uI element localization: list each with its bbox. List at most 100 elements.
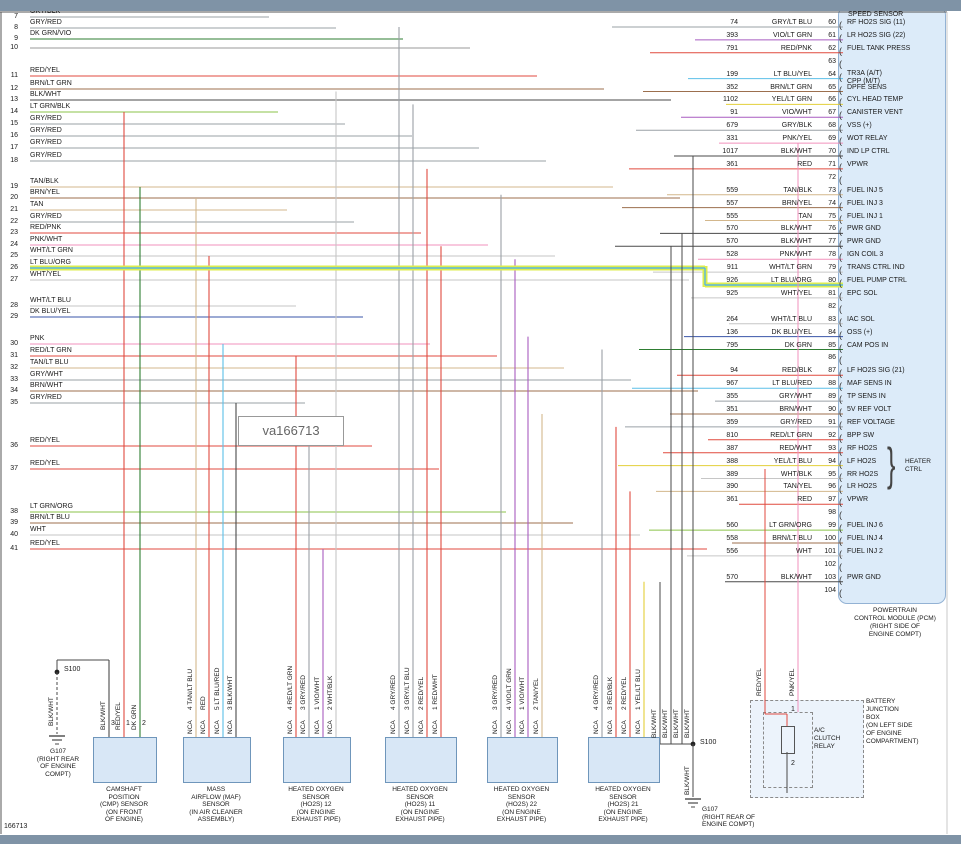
wire-color-label: RED/PNK	[30, 224, 62, 231]
pin-signal: RF HO2S	[847, 444, 878, 452]
pin-signal: LF HO2S SIG (21)	[847, 367, 905, 375]
signal-brace: (	[839, 123, 842, 134]
pin-number: 65	[828, 83, 836, 91]
pin-signal: MAF SENS IN	[847, 380, 892, 388]
wire-row-number: 24	[10, 241, 18, 248]
circuit-number: 679	[726, 122, 738, 130]
wire-color-label: GRY/RED	[30, 213, 62, 220]
pin-number: 101	[824, 547, 836, 555]
pin-wire-color: VIO/LT GRN	[772, 31, 812, 39]
wire-row-number: 40	[10, 531, 18, 538]
pin-wire-color: GRY/WHT	[779, 393, 812, 401]
component-label: HEATED OXYGEN SENSOR (HO2S) 12 (ON ENGIN…	[288, 786, 344, 823]
connector-pin-number: 2	[142, 720, 146, 727]
ground-wire-label: BLK/WHT	[673, 709, 680, 738]
pin-wire-color: YEL/LT BLU	[773, 457, 812, 465]
pin-wire-color: WHT/LT BLU	[771, 315, 812, 323]
pin-number: 93	[828, 444, 836, 452]
circuit-number: 1017	[722, 148, 738, 155]
connector-pin-number: 3	[111, 720, 115, 727]
signal-brace: (	[839, 497, 842, 508]
wire-row-number: 28	[10, 302, 18, 309]
connector-box	[93, 737, 157, 783]
signal-brace: (	[839, 149, 842, 159]
pin-wire-color: RED/WHT	[779, 444, 812, 452]
wire-row-number: 12	[10, 85, 18, 92]
pin-number: 69	[828, 135, 836, 143]
circuit-number: 570	[726, 238, 738, 246]
battery-wire-label-pnk-yel: PNK/YEL	[789, 668, 796, 696]
signal-brace: (	[839, 445, 842, 456]
component-label: HEATED OXYGEN SENSOR (HO2S) 22 (ON ENGIN…	[493, 786, 550, 823]
pin-wire-color: GRY/RED	[780, 418, 812, 426]
wire-color-label: RED/YEL	[30, 540, 60, 547]
signal-brace: (	[839, 290, 842, 301]
pin-signal: FUEL INJ 3	[847, 199, 883, 207]
pin-signal: FUEL INJ 1	[847, 212, 883, 220]
wire-color-label: GRY/RED	[30, 127, 62, 134]
pin-signal: RF HO2S SIG (11)	[847, 19, 906, 26]
pin-number: 103	[824, 573, 836, 581]
wire-row-number: 36	[10, 442, 18, 449]
wire-row-number: 11	[10, 72, 18, 79]
battery-junction-box	[750, 700, 864, 798]
bottom-scrollbar[interactable]	[0, 835, 961, 844]
relay-pin-1-label: 1	[791, 706, 795, 713]
circuit-number: 557	[726, 199, 738, 207]
document-number: 166713	[4, 823, 28, 830]
pin-wire-color: BLK/WHT	[780, 225, 812, 233]
circuit-number: 389	[726, 470, 738, 478]
circuit-number: 352	[726, 83, 738, 91]
pin-signal: EPC SOL	[847, 289, 878, 297]
signal-brace: (	[839, 226, 842, 237]
pin-signal: CYL HEAD TEMP	[847, 96, 904, 104]
wire-color-label: LT GRN/ORG	[30, 503, 73, 510]
pin-wire-color: BLK/WHT	[780, 238, 812, 246]
pin-signal: FUEL PUMP CTRL	[847, 277, 907, 284]
pin-wire-color: BRN/YEL	[782, 199, 812, 207]
pin-wire-color: BRN/LT GRN	[770, 83, 812, 91]
pin-number: 84	[828, 328, 836, 336]
pin-number: 62	[828, 44, 836, 52]
wire-row-number: 34	[10, 387, 18, 394]
heater-ctrl-label: HEATER CTRL	[905, 458, 931, 473]
signal-brace: (	[839, 381, 842, 392]
signal-brace: (	[839, 419, 842, 430]
pin-wire-color: TAN/YEL	[783, 483, 812, 491]
pin-signal: IGN COIL 3	[847, 251, 884, 259]
pin-signal: CAM POS IN	[847, 341, 889, 349]
wire-color-label: BRN/LT GRN	[30, 80, 72, 87]
signal-brace: (	[839, 484, 842, 495]
circuit-number: 361	[726, 496, 738, 504]
pin-wire-color: BLK/WHT	[780, 573, 812, 581]
pin-number: 76	[828, 225, 836, 233]
pin-number: 100	[824, 535, 836, 542]
signal-brace: (	[839, 458, 842, 469]
pin-signal: LF HO2S	[847, 457, 877, 465]
heater-ctrl-brace: }	[887, 438, 896, 490]
pin-wire-color: WHT/YEL	[780, 289, 812, 297]
wire-color-label: BLK/WHT	[30, 91, 62, 98]
pin-number: 61	[828, 31, 836, 39]
pin-number: 102	[824, 560, 836, 568]
wire-color-label: GRY/RED	[30, 19, 62, 26]
circuit-number: 393	[726, 31, 738, 39]
pin-wire-color: TAN/BLK	[783, 186, 812, 194]
signal-brace: (	[839, 200, 842, 211]
circuit-number: 911	[726, 264, 738, 272]
wire-color-label: RED/YEL	[30, 67, 60, 74]
pin-signal: TRANS CTRL IND	[847, 264, 905, 272]
pin-signal: FUEL INJ 2	[847, 547, 883, 555]
pin-number: 81	[828, 289, 836, 297]
pin-signal: PWR GND	[847, 573, 881, 581]
circuit-number: 791	[726, 44, 738, 52]
connector-box	[385, 737, 457, 783]
pin-wire-color: LT BLU/ORG	[771, 277, 812, 284]
wire-row-number: 9	[14, 35, 18, 42]
pin-number: 79	[828, 264, 836, 272]
pin-number: 90	[828, 406, 836, 413]
top-scrollbar[interactable]	[0, 0, 961, 11]
pin-signal: LR HO2S SIG (22)	[847, 31, 906, 39]
ground-label-g107-right: G107 (RIGHT REAR OF ENGINE COMPT)	[702, 806, 755, 828]
